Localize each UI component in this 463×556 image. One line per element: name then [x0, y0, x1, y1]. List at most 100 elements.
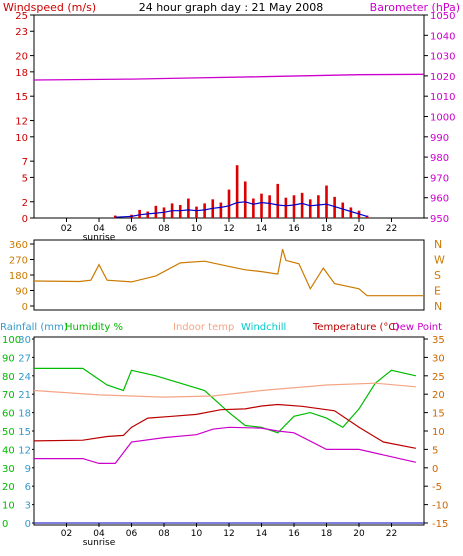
x-tick-label: 12 — [223, 529, 234, 539]
x-tick-label: 04 — [93, 224, 105, 234]
gust-bar — [195, 206, 198, 218]
x-tick-label: 08 — [158, 224, 170, 234]
gust-bar — [219, 202, 223, 218]
legend-label: Windchill — [241, 322, 286, 333]
wind-tick-label: 20 — [15, 52, 28, 63]
gust-bar — [365, 215, 369, 218]
humidity-tick-label: 0 — [2, 519, 8, 530]
avg-wind-line — [115, 201, 368, 218]
dir-tick-label: 360 — [9, 240, 28, 251]
x-tick-label: 06 — [126, 529, 138, 539]
temp-tick-label: -10 — [432, 501, 448, 512]
x-tick-label: 08 — [158, 529, 170, 539]
gust-bar — [292, 195, 296, 218]
temp-tick-label: 20 — [432, 390, 445, 401]
x-tick-label: 02 — [61, 224, 72, 234]
compass-label: N — [434, 238, 442, 251]
barometer-line — [33, 73, 425, 81]
humidity-tick-label: 100 — [2, 335, 21, 346]
rain-tick-label: 0 — [25, 519, 31, 530]
rain-tick-label: 27 — [18, 353, 31, 364]
baro-tick-label: 1040 — [430, 31, 455, 42]
baro-tick-label: 990 — [430, 133, 449, 144]
gust-bar — [235, 165, 239, 218]
baro-tick-label: 970 — [430, 173, 449, 184]
wind-tick-label: 18 — [15, 68, 28, 79]
x-tick-label: 14 — [256, 224, 268, 234]
humidity-tick-label: 40 — [2, 445, 15, 456]
sunrise-label: sunrise — [83, 233, 116, 243]
rain-tick-label: 9 — [25, 464, 31, 475]
baro-tick-label: 950 — [430, 214, 449, 225]
temp-tick-label: -5 — [432, 482, 442, 493]
humidity-tick-label: 30 — [2, 464, 15, 475]
direction-line — [33, 249, 424, 297]
wind-tick-label: 15 — [15, 92, 28, 103]
temp-tick-label: 15 — [432, 409, 445, 420]
rain-tick-label: 12 — [18, 445, 31, 456]
compass-label: E — [434, 285, 441, 298]
wind-tick-label: 2 — [22, 198, 28, 209]
baro-tick-label: 960 — [430, 194, 449, 205]
rain-tick-label: 6 — [25, 482, 31, 493]
x-tick-label: 12 — [223, 224, 234, 234]
wind-tick-label: 12 — [15, 117, 28, 128]
compass-label: S — [434, 269, 441, 282]
humidity-tick-label: 90 — [2, 353, 15, 364]
gust-bar — [333, 196, 336, 218]
gust-bar — [308, 199, 312, 218]
wind-axis-ticks: 0257101215182023259509609709809901000101… — [15, 11, 455, 225]
x-tick-label: 16 — [288, 224, 300, 234]
wind-tick-label: 10 — [15, 133, 28, 144]
temp-tick-label: 25 — [432, 372, 445, 383]
series-line — [33, 403, 417, 449]
barometer-axis-title: Barometer (hPa) — [370, 1, 460, 14]
humidity-tick-label: 70 — [2, 390, 15, 401]
temp-legend: Rainfall (mm)Humidity % Indoor temp Windch… — [0, 322, 442, 333]
gust-bar — [349, 207, 353, 218]
temp-x-axis: 02 04 06 08 10 12 14 16 18 20 22 sunrise — [61, 523, 397, 548]
temp-tick-label: 10 — [432, 427, 445, 438]
gust-bar — [154, 205, 158, 218]
x-tick-label: 22 — [386, 529, 397, 539]
gust-bar — [113, 215, 117, 218]
rain-tick-label: 21 — [18, 390, 31, 401]
rain-tick-label: 3 — [25, 501, 31, 512]
x-tick-label: 22 — [386, 224, 397, 234]
gust-bar — [341, 202, 345, 218]
temp-tick-label: 0 — [432, 464, 438, 475]
legend-label: Indoor temp — [173, 322, 234, 333]
temp-tick-label: 30 — [432, 353, 445, 364]
gust-bar — [178, 205, 182, 218]
gust-bar — [146, 211, 150, 218]
legend-label: Dew Point — [392, 322, 442, 333]
series-line — [34, 367, 417, 434]
gust-bar — [325, 185, 328, 218]
gust-bar — [268, 195, 271, 218]
baro-tick-label: 1050 — [430, 11, 455, 22]
gust-bar — [300, 192, 304, 218]
x-tick-label: 10 — [191, 224, 203, 234]
gust-bar — [227, 189, 231, 218]
dir-tick-label: 0 — [22, 302, 28, 313]
compass-label: W — [434, 254, 445, 267]
wind-lines — [33, 73, 425, 218]
temp-tick-label: 35 — [432, 335, 445, 346]
windspeed-axis-title: Windspeed (m/s) — [3, 1, 96, 14]
x-tick-label: 16 — [288, 529, 300, 539]
gust-bar — [252, 198, 255, 218]
rain-tick-label: 18 — [18, 409, 31, 420]
series-line — [33, 382, 416, 398]
x-tick-label: 04 — [93, 529, 105, 539]
x-tick-label: 10 — [191, 529, 203, 539]
direction-lines — [33, 249, 424, 297]
baro-tick-label: 980 — [430, 153, 449, 164]
gust-bar — [203, 203, 206, 218]
gust-bar — [138, 209, 141, 218]
temp-tick-label: 5 — [432, 445, 438, 456]
x-tick-label: 06 — [126, 224, 138, 234]
